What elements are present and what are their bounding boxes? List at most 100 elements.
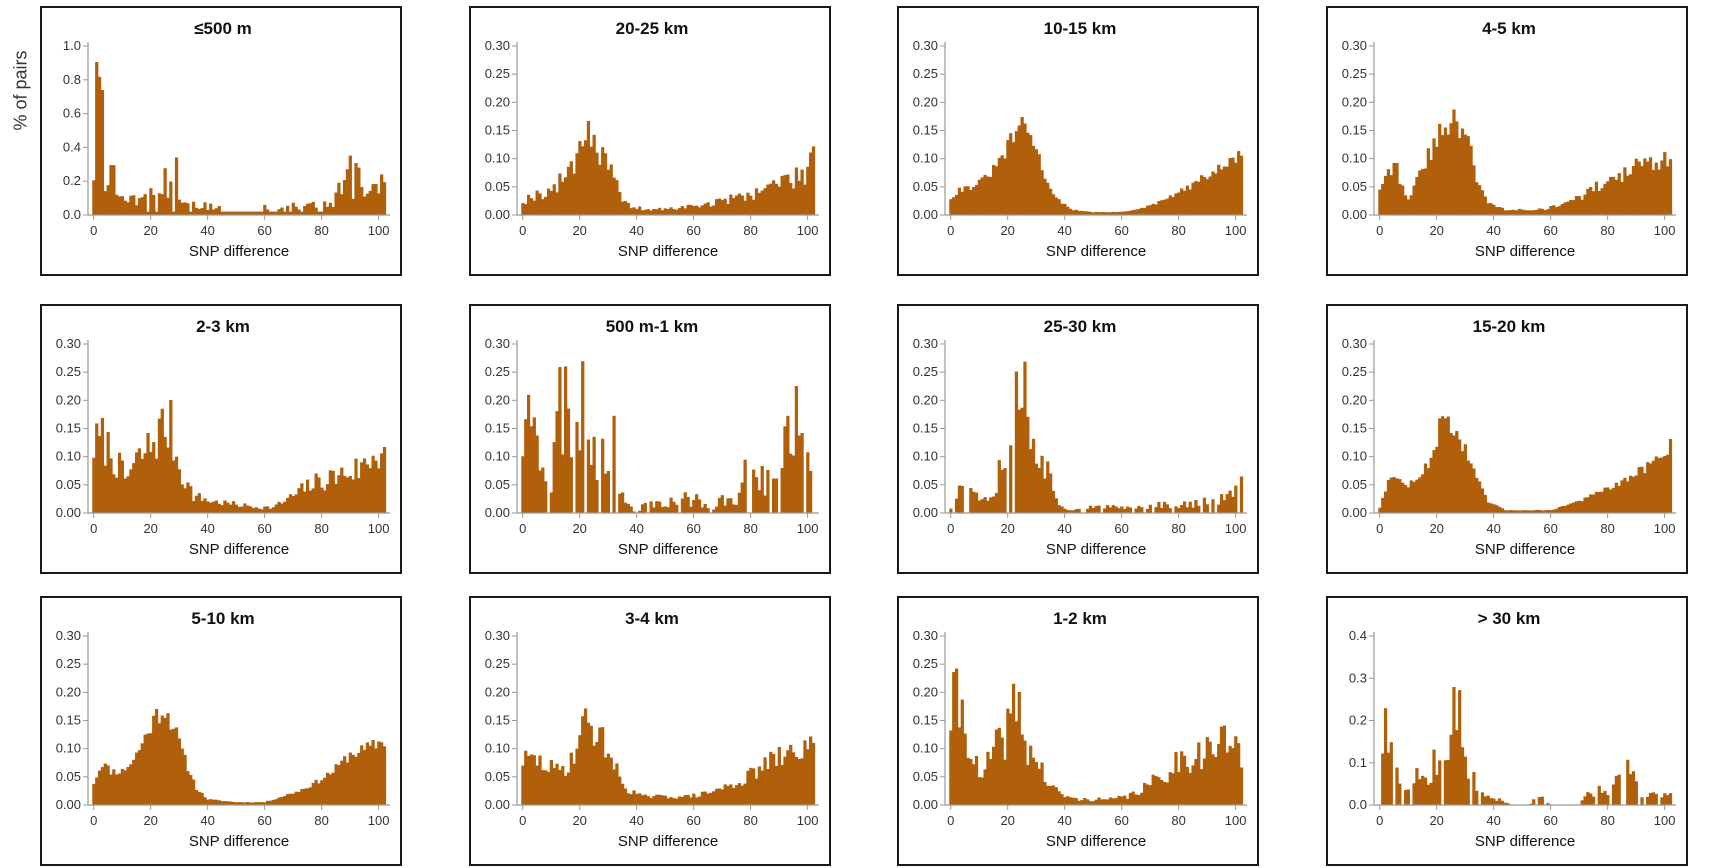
histogram-bar [120,460,125,513]
histogram-bar [1492,798,1496,805]
histogram-bar [1020,407,1024,513]
histogram-bar [365,742,370,805]
y-tick-label: 0.20 [913,392,938,407]
histogram-bar [177,738,181,805]
histogram-bar [1654,162,1658,215]
histogram-bar [1606,795,1610,805]
histogram-bar [1666,454,1670,513]
histogram-bar [1409,480,1413,513]
histogram-bar [1668,438,1673,513]
histogram-bar [969,758,973,805]
histogram-bar [1160,507,1164,513]
histogram-bar [1188,501,1192,513]
histogram-bar [1577,500,1581,513]
histogram-bar [1017,409,1021,513]
histogram-bar [146,432,150,513]
histogram-bar [1486,795,1490,805]
histogram-bar [360,462,364,513]
histogram-bar [220,505,224,513]
histogram-bar [743,200,747,215]
histogram-bar [197,493,201,513]
histogram-panel: 25-30 km 0.00 0.05 0.10 0.15 0.20 0.25 0.30 0 20 4… [897,304,1259,574]
histogram-bar [1583,194,1587,215]
histogram-bar [325,772,330,805]
histogram-bar [174,727,179,805]
x-tick-label: 80 [1171,223,1185,238]
y-axis-label: % of pairs [8,10,34,170]
histogram-bar [203,797,207,805]
histogram-bar [709,792,713,805]
histogram-bar [1506,803,1510,805]
histogram-bar [103,763,107,805]
histogram-bar [1537,509,1542,513]
y-tick-label: 0.05 [485,769,510,784]
histogram-bar [581,716,585,805]
histogram-bar [957,485,962,513]
histogram-bar [328,774,332,805]
x-tick-label: 100 [797,521,819,536]
histogram-bar [1128,507,1133,513]
histogram-bar [237,506,241,513]
histogram-bar [623,788,628,805]
histogram-bar [1460,128,1465,215]
histogram-bar [1239,155,1244,215]
histogram-bar [609,757,613,805]
histogram-bar [966,757,970,805]
histogram-bar [354,162,358,215]
histogram-bar [1165,198,1170,215]
y-tick-label: 1.0 [63,38,81,53]
histogram-bar [362,749,367,805]
histogram-bar [1029,449,1033,513]
histogram-bar [715,788,719,805]
histogram-bar [737,783,742,805]
histogram-bar [638,510,642,513]
histogram-bar [334,192,338,215]
histogram-bar [1617,173,1621,215]
y-tick-label: 0.2 [63,173,81,188]
y-tick-label: 0.20 [485,392,510,407]
histogram-bar [109,774,113,805]
histogram-bar [1383,175,1388,215]
histogram-bar [152,442,156,513]
histogram-bar [180,202,184,215]
histogram-bar [1452,687,1456,805]
histogram-bar [1412,481,1416,513]
histogram-bar [1194,181,1198,215]
histogram-bar [354,458,358,513]
x-tick-label: 80 [743,813,757,828]
histogram-bar [1151,203,1155,215]
histogram-bar [1600,491,1604,513]
histogram-bar [197,208,201,215]
histogram-bar [1100,212,1104,215]
histogram-bar [1048,473,1053,513]
histogram-bar [240,211,244,215]
histogram-bar [1086,799,1090,805]
histogram-bar [1549,510,1553,513]
histogram-bar [280,796,284,805]
histogram-bar [1495,207,1499,215]
histogram-bar [1199,769,1204,805]
histogram-bar [1458,690,1462,805]
histogram-bar [1068,797,1073,805]
histogram-bar [1660,160,1664,215]
histogram-bar [214,799,219,805]
histogram-bar [220,211,224,215]
histogram-bar [703,791,707,805]
histogram-bar [626,202,630,215]
histogram-bar [1111,798,1115,805]
y-tick-label: 0.15 [1342,123,1367,138]
histogram-bar [640,504,645,513]
histogram-bar [1134,794,1138,805]
x-axis-label: SNP difference [1475,243,1575,260]
histogram-bar [1037,467,1041,513]
histogram-bar [337,475,341,513]
panel-title: 15-20 km [1473,317,1546,336]
histogram-bar [977,500,982,513]
histogram-bar [1574,195,1579,215]
x-tick-label: 80 [314,813,328,828]
panel-title: 1-2 km [1053,609,1107,628]
x-axis-label: SNP difference [189,541,289,558]
histogram-bar [652,208,656,215]
histogram-bar [1114,798,1118,805]
histogram-bar [1091,801,1095,805]
